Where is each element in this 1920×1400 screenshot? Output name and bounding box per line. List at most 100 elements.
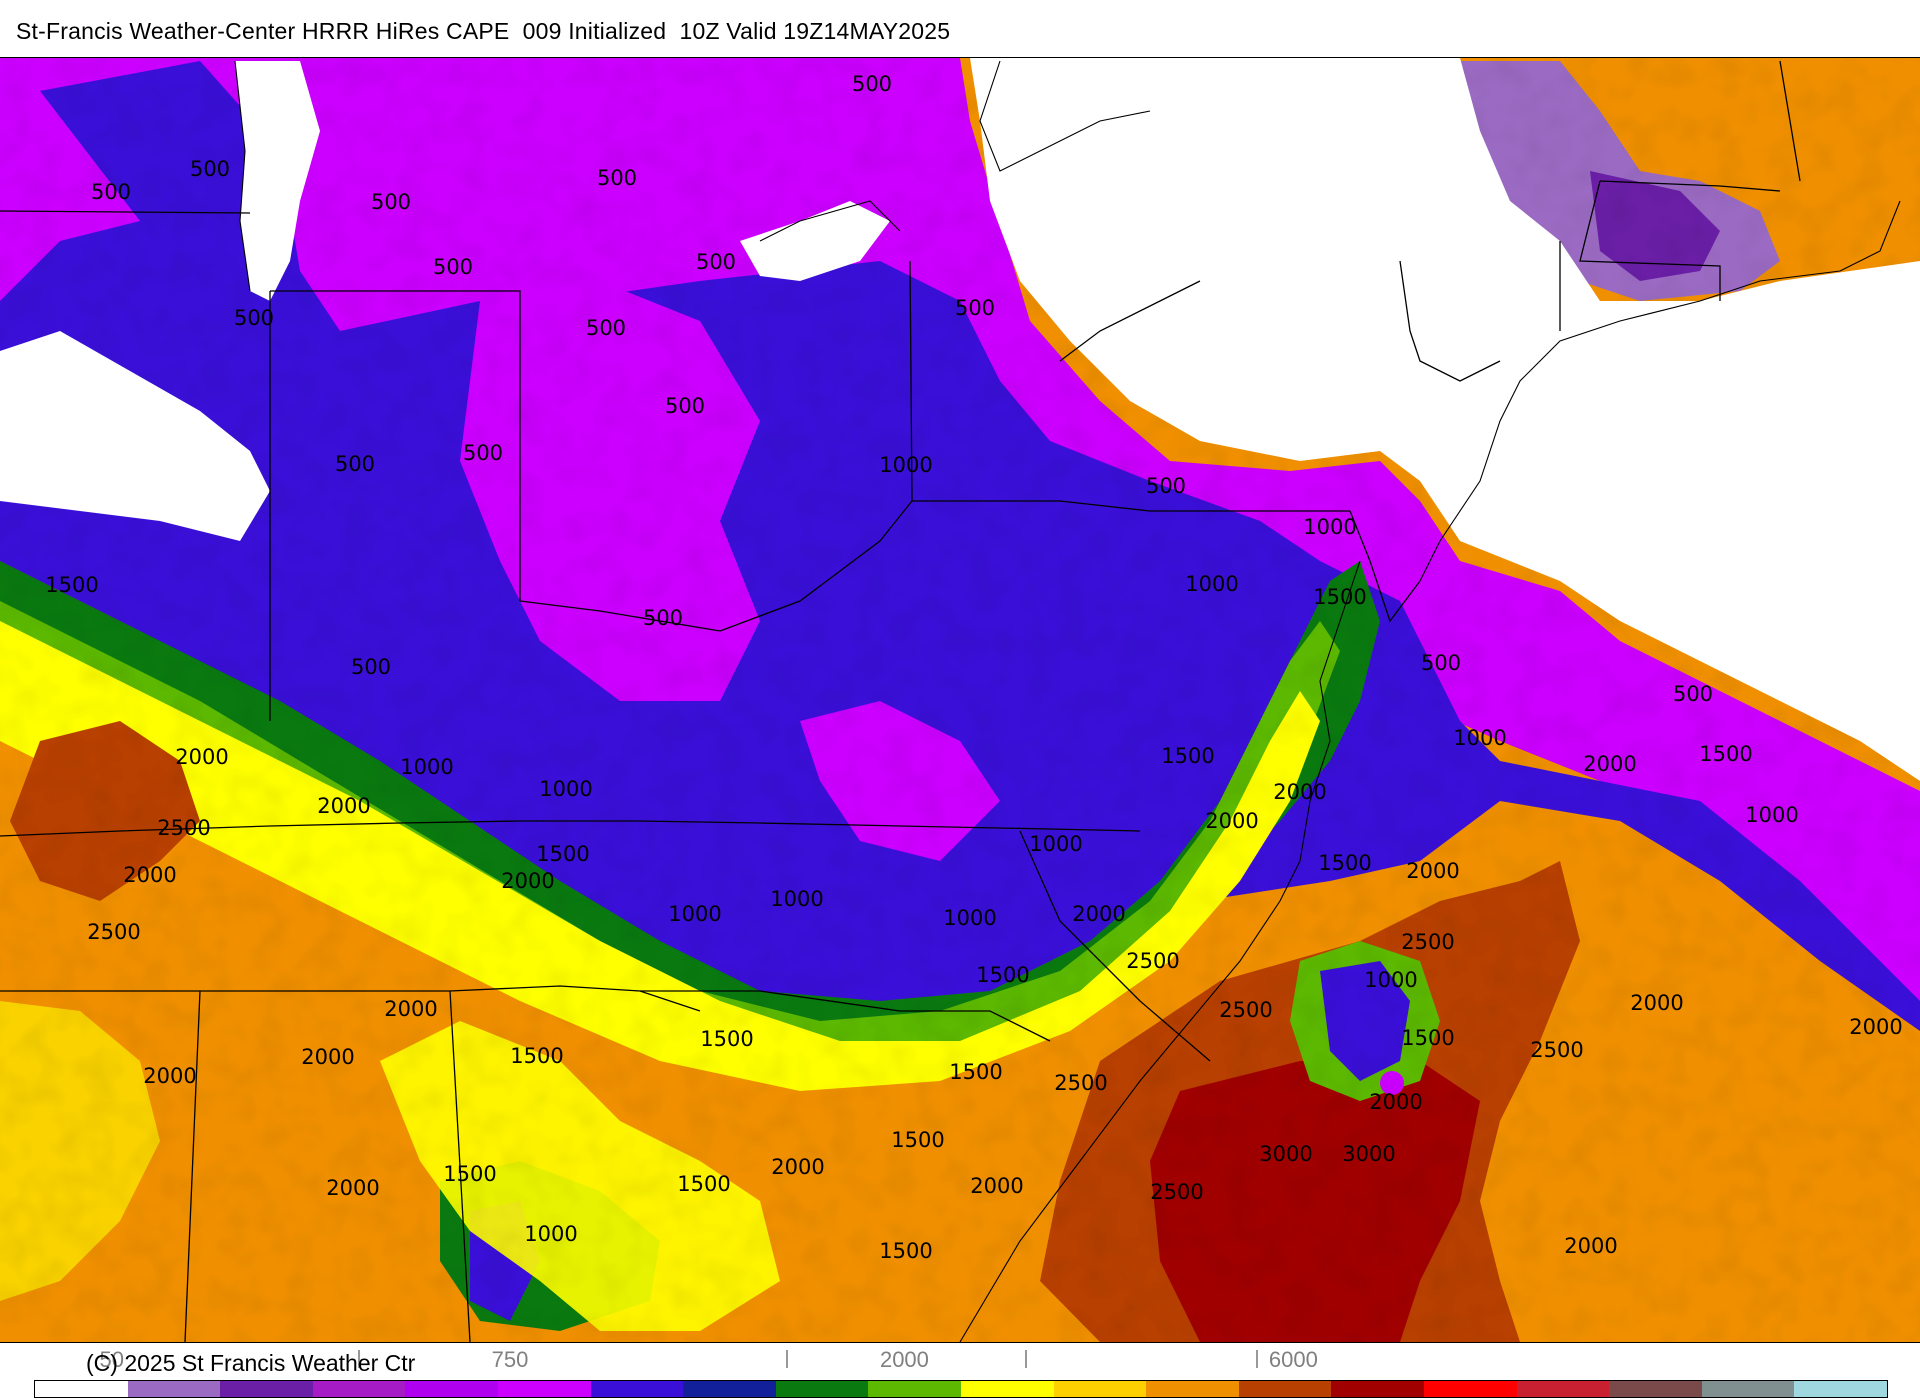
contour-label: 500	[371, 190, 411, 214]
white-west	[0, 331, 270, 541]
colorbar-segment	[127, 1381, 221, 1397]
contour-label: 1500	[510, 1044, 563, 1068]
contour-label: 1500	[1313, 585, 1366, 609]
contour-label: 1500	[879, 1239, 932, 1263]
contour-label: 2000	[143, 1064, 196, 1088]
coastlines	[234, 60, 1901, 1342]
contour-label: 2000	[1072, 902, 1125, 926]
contour-label: 500	[433, 255, 473, 279]
colorbar-segment	[960, 1381, 1054, 1397]
contour-label: 1500	[1318, 851, 1371, 875]
contour-label: 1500	[1161, 744, 1214, 768]
contour-label: 2000	[1369, 1090, 1422, 1114]
colorbar-tick-mark	[1024, 1350, 1027, 1368]
contour-label: 2000	[1849, 1015, 1902, 1039]
contour-label: 2000	[384, 997, 437, 1021]
contour-label: 500	[586, 316, 626, 340]
contour-label: 2000	[970, 1174, 1023, 1198]
colorbar-segment	[1609, 1381, 1702, 1397]
colorbar-segment	[1423, 1381, 1517, 1397]
contour-label: 3000	[1342, 1142, 1395, 1166]
contour-label: 500	[463, 441, 503, 465]
contour-label: 2000	[1583, 752, 1636, 776]
colorbar-segment	[1331, 1381, 1424, 1397]
contour-label: 1000	[1303, 515, 1356, 539]
colorbar-tick-label: 2000	[879, 1347, 929, 1372]
colorbar-segment	[1516, 1381, 1610, 1397]
contour-label: 500	[234, 306, 274, 330]
contour-label: 1000	[879, 453, 932, 477]
contour-label: 1000	[770, 887, 823, 911]
contour-label: 1000	[524, 1222, 577, 1246]
contour-label: 1500	[700, 1027, 753, 1051]
contour-label: 2500	[1219, 998, 1272, 1022]
lake-michigan	[235, 61, 320, 301]
contour-label: 2000	[1630, 991, 1683, 1015]
contour-label: 500	[597, 166, 637, 190]
contour-label: 1500	[443, 1162, 496, 1186]
colorbar-segment	[312, 1381, 406, 1397]
contour-label: 2000	[1205, 809, 1258, 833]
contour-label: 2000	[123, 863, 176, 887]
contour-label: 2000	[317, 794, 370, 818]
colorbar-segment	[1146, 1381, 1239, 1397]
contour-label: 1500	[891, 1128, 944, 1152]
contour-label: 500	[351, 655, 391, 679]
colorbar-segment	[868, 1381, 961, 1397]
contour-label: 1000	[1364, 968, 1417, 992]
contour-label: 500	[852, 72, 892, 96]
contour-label: 1500	[45, 573, 98, 597]
contour-label: 2000	[175, 745, 228, 769]
copyright-text: (C) 2025 St Francis Weather Ctr	[86, 1350, 416, 1376]
contour-label: 500	[955, 296, 995, 320]
colorbar-tick-labels: 50 750 2000 6000	[0, 1342, 1920, 1372]
contour-label: 500	[696, 250, 736, 274]
contour-label: 500	[665, 394, 705, 418]
contour-label: 1000	[1453, 726, 1506, 750]
contour-label: 1000	[1745, 803, 1798, 827]
colorbar-segment	[35, 1381, 128, 1397]
contour-label: 1000	[668, 902, 721, 926]
colorbar-tick-mark	[358, 1350, 361, 1368]
contour-label: 2500	[1401, 930, 1454, 954]
contour-labels: 500 500 500 500 500 500 500 500 500 500 500 500 500 5…	[45, 72, 1902, 1263]
colorbar-segment	[405, 1381, 498, 1397]
colorbar-tick-label: 6000	[1268, 1347, 1318, 1372]
state-boundaries	[0, 60, 1801, 1342]
colorbar	[34, 1380, 1888, 1398]
colorbar-segment	[497, 1381, 591, 1397]
colorbar-segment	[1238, 1381, 1332, 1397]
contour-label: 1000	[1185, 572, 1238, 596]
contour-label: 500	[643, 606, 683, 630]
colorbar-segment	[1794, 1381, 1887, 1397]
contour-label: 2000	[1564, 1234, 1617, 1258]
colorbar-segment	[683, 1381, 776, 1397]
white-northeast	[970, 58, 1920, 781]
colorbar-tick-label: 750	[491, 1347, 529, 1372]
cape-map-graphic	[0, 58, 1920, 1342]
contour-label: 1500	[976, 963, 1029, 987]
colorbar-tick-label: 50	[99, 1347, 125, 1372]
contour-label: 1000	[1029, 832, 1082, 856]
contour-label: 1500	[949, 1060, 1002, 1084]
colorbar-segment	[590, 1381, 684, 1397]
colorbar-segment	[775, 1381, 869, 1397]
colorbar-segment	[1701, 1381, 1795, 1397]
contour-label: 2500	[1054, 1071, 1107, 1095]
contour-label: 2500	[87, 920, 140, 944]
contour-label: 2000	[1406, 859, 1459, 883]
contour-label: 1000	[943, 906, 996, 930]
contour-label: 2000	[771, 1155, 824, 1179]
contour-label: 1500	[536, 842, 589, 866]
contour-label: 1500	[1401, 1026, 1454, 1050]
contour-label: 2000	[501, 869, 554, 893]
map-title: St-Francis Weather-Center HRRR HiRes CAP…	[16, 18, 951, 44]
contour-label: 1500	[677, 1172, 730, 1196]
cape-map: 500 500 500 500 500 500 500 500 500 500 500 500 500 5…	[0, 57, 1920, 1343]
contour-label: 500	[1146, 474, 1186, 498]
contour-label: 500	[190, 157, 230, 181]
contour-label: 500	[1673, 682, 1713, 706]
contour-label: 2500	[1150, 1180, 1203, 1204]
contour-label: 1000	[400, 755, 453, 779]
colorbar-segment	[220, 1381, 313, 1397]
